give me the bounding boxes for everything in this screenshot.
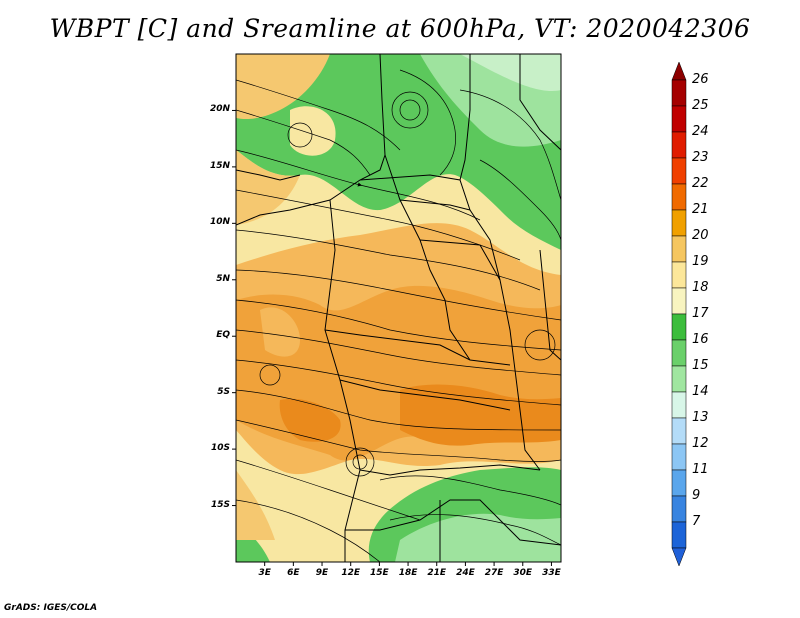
colorbar-label: 18 bbox=[692, 280, 709, 295]
colorbar-swatch bbox=[671, 443, 687, 471]
colorbar-swatch bbox=[671, 131, 687, 159]
colorbar-label: 14 bbox=[692, 384, 709, 399]
lat-tick-label: 5N bbox=[216, 273, 230, 284]
colorbar-label: 23 bbox=[692, 150, 709, 165]
colorbar-swatch bbox=[671, 365, 687, 393]
axis-ticks bbox=[232, 109, 552, 566]
lat-tick-label: 10N bbox=[209, 217, 230, 228]
lat-tick-label: 10S bbox=[210, 443, 230, 454]
lat-tick-label: 15S bbox=[210, 499, 230, 510]
lon-tick-label: 21E bbox=[427, 568, 447, 578]
colorbar-swatch bbox=[671, 495, 687, 523]
colorbar-label: 7 bbox=[692, 514, 701, 529]
lon-tick-label: 9E bbox=[315, 568, 329, 578]
lon-tick-label: 15E bbox=[370, 568, 389, 578]
streamlines bbox=[236, 69, 561, 562]
lon-tick-label: 18E bbox=[398, 568, 418, 578]
colorbar-swatch bbox=[671, 339, 687, 367]
map-frame bbox=[235, 53, 562, 563]
lat-tick-label: 20N bbox=[209, 104, 230, 115]
colorbar-swatch bbox=[671, 79, 687, 107]
colorbar-label: 15 bbox=[692, 358, 709, 373]
colorbar-swatch bbox=[671, 521, 687, 549]
colorbar-label: 16 bbox=[692, 332, 709, 347]
colorbar-label: 20 bbox=[692, 228, 709, 243]
colorbar-swatch bbox=[671, 313, 687, 341]
colorbar-swatch bbox=[671, 391, 687, 419]
colorbar-label: 21 bbox=[692, 202, 709, 217]
colorbar-label: 19 bbox=[692, 254, 709, 269]
colorbar-swatch bbox=[671, 287, 687, 315]
colorbar bbox=[671, 61, 687, 567]
colorbar-swatch bbox=[671, 105, 687, 133]
colorbar-label: 12 bbox=[692, 436, 709, 451]
colorbar-swatch bbox=[671, 157, 687, 185]
colorbar-label: 25 bbox=[692, 98, 709, 113]
colorbar-label: 17 bbox=[692, 306, 709, 321]
colorbar-label: 11 bbox=[692, 462, 709, 477]
lat-tick-label: EQ bbox=[216, 330, 230, 341]
lat-tick-label: 15N bbox=[209, 160, 230, 171]
lon-tick-label: 3E bbox=[258, 568, 271, 578]
wbpt-field bbox=[236, 54, 561, 562]
colorbar-label: 13 bbox=[692, 410, 709, 425]
colorbar-label: 9 bbox=[692, 488, 701, 503]
country-borders bbox=[236, 54, 561, 562]
colorbar-label: 26 bbox=[692, 72, 709, 87]
lon-tick-label: 6E bbox=[287, 568, 300, 578]
colorbar-swatch bbox=[671, 261, 687, 289]
colorbar-swatch bbox=[671, 417, 687, 445]
colorbar-swatch bbox=[671, 209, 687, 237]
colorbar-label: 24 bbox=[692, 124, 709, 139]
colorbar-swatch bbox=[671, 235, 687, 263]
chart-title: WBPT [C] and Sreamline at 600hPa, VT: 20… bbox=[49, 14, 751, 43]
lon-tick-label: 33E bbox=[542, 568, 561, 578]
colorbar-swatch bbox=[671, 183, 687, 211]
lon-tick-label: 12E bbox=[341, 568, 361, 578]
lon-tick-label: 27E bbox=[484, 568, 504, 578]
colorbar-bottom-arrow bbox=[671, 547, 687, 567]
colorbar-label: 22 bbox=[692, 176, 709, 191]
lon-tick-label: 24E bbox=[456, 568, 475, 578]
lon-tick-label: 30E bbox=[513, 568, 533, 578]
lat-tick-label: 5S bbox=[217, 386, 230, 397]
colorbar-top-arrow bbox=[671, 61, 687, 81]
colorbar-swatch bbox=[671, 469, 687, 497]
footer-credit: GrADS: IGES/COLA bbox=[4, 603, 98, 613]
